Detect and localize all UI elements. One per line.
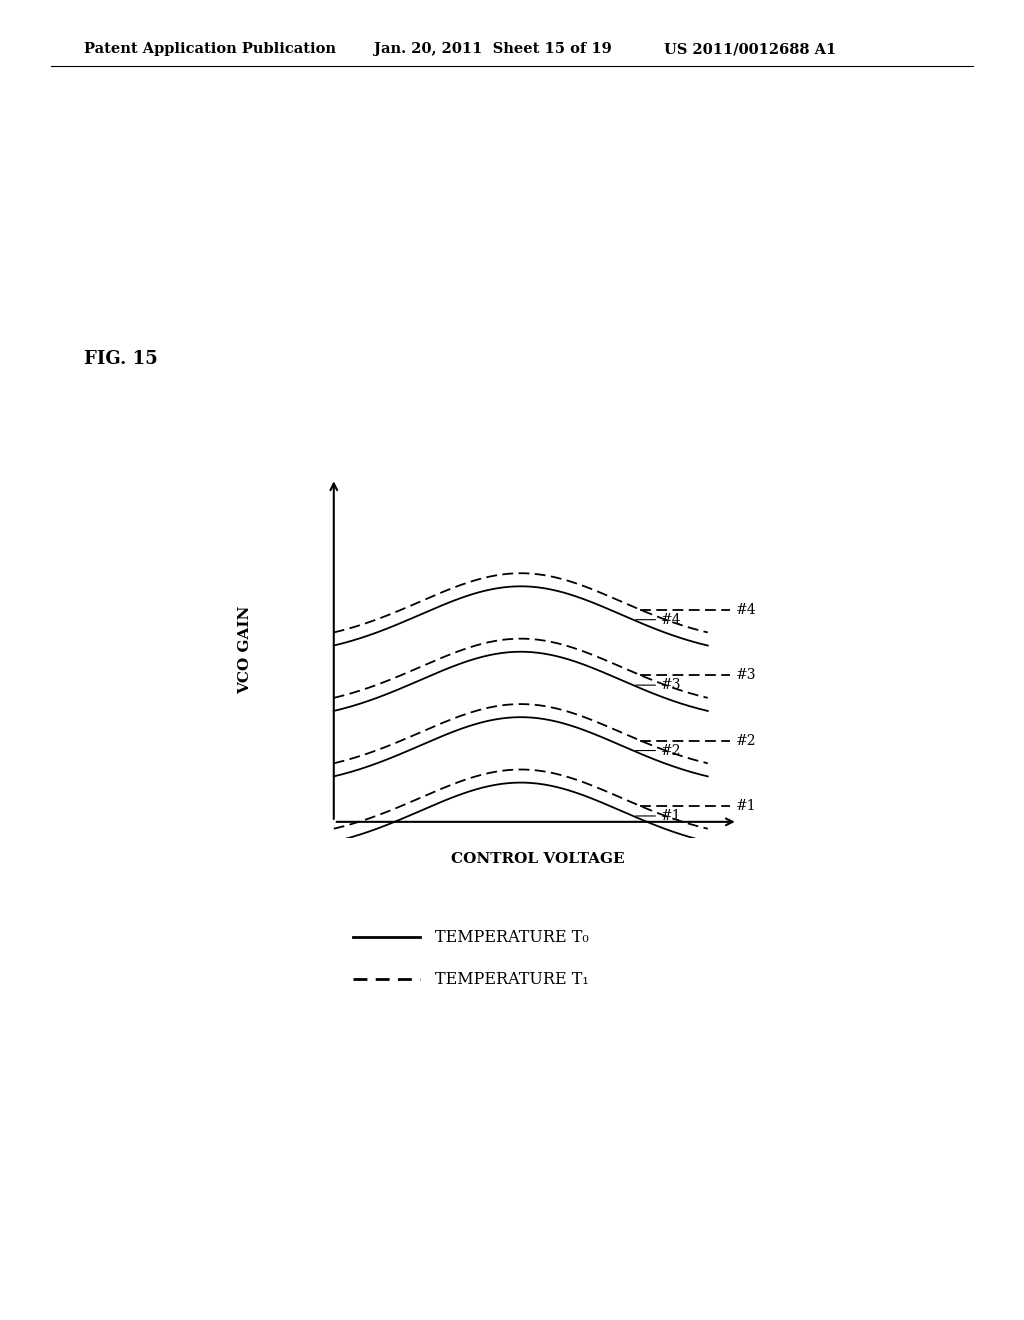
Text: #3: #3 [736, 668, 757, 682]
Text: #2: #2 [636, 743, 682, 758]
Text: US 2011/0012688 A1: US 2011/0012688 A1 [664, 42, 836, 57]
Text: TEMPERATURE T₁: TEMPERATURE T₁ [435, 972, 589, 987]
Text: Patent Application Publication: Patent Application Publication [84, 42, 336, 57]
Text: #1: #1 [636, 809, 682, 822]
Text: TEMPERATURE T₀: TEMPERATURE T₀ [435, 929, 589, 945]
Text: #3: #3 [636, 678, 682, 692]
Text: #4: #4 [636, 612, 682, 627]
Text: #2: #2 [736, 734, 757, 747]
Text: VCO GAIN: VCO GAIN [239, 606, 252, 694]
Text: Jan. 20, 2011  Sheet 15 of 19: Jan. 20, 2011 Sheet 15 of 19 [374, 42, 611, 57]
Text: CONTROL VOLTAGE: CONTROL VOLTAGE [451, 853, 625, 866]
Text: FIG. 15: FIG. 15 [84, 350, 158, 368]
Text: #1: #1 [736, 799, 757, 813]
Text: #4: #4 [736, 603, 757, 616]
